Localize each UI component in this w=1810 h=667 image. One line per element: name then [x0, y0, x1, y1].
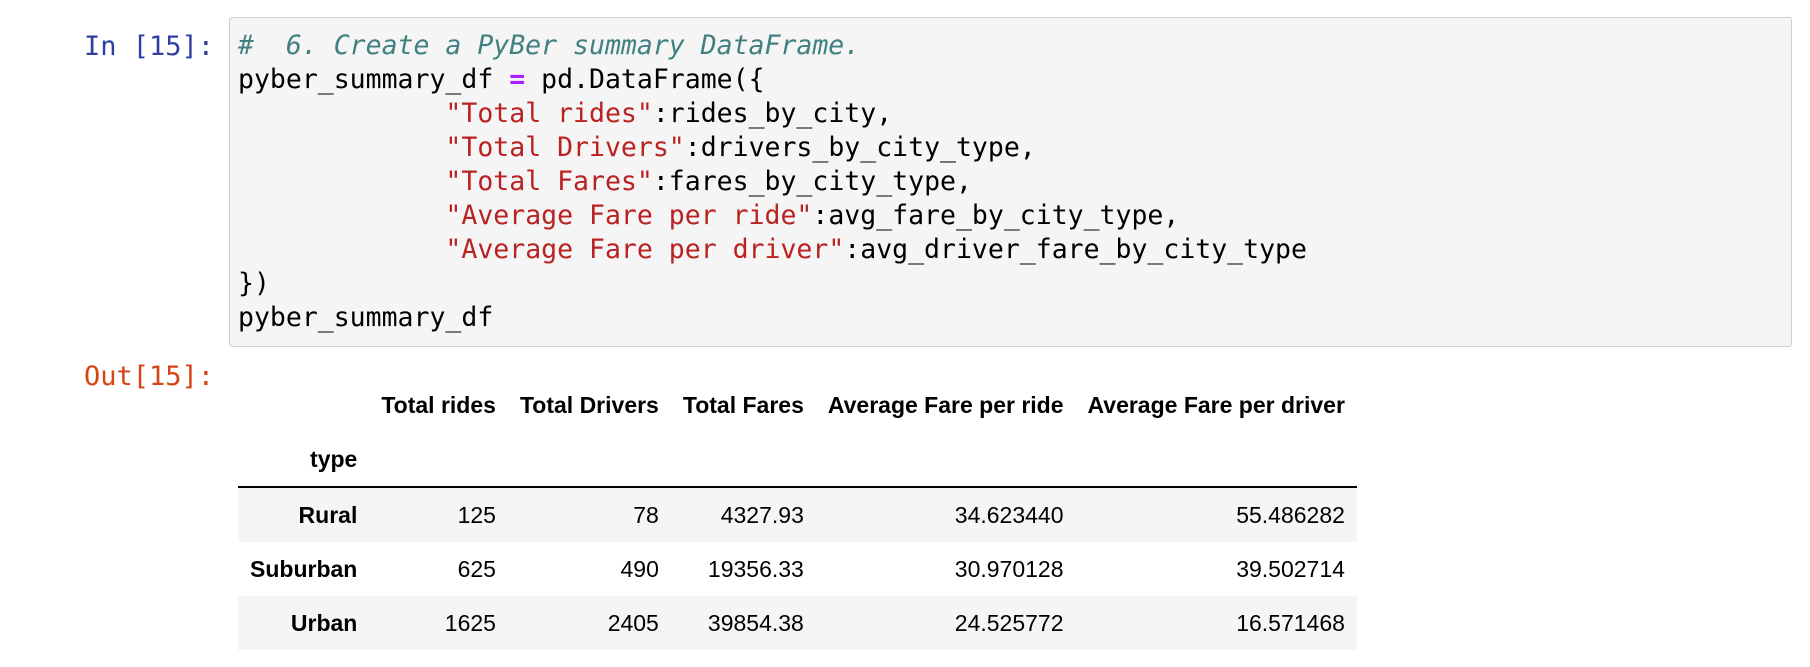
code-line-assign: pyber_summary_df = pd.DataFrame({ [238, 63, 1307, 97]
code-expression: pyber_summary_df [238, 302, 494, 333]
table-row: Rural 125 78 4327.93 34.623440 55.486282 [238, 487, 1357, 542]
table-row: Suburban 625 490 19356.33 30.970128 39.5… [238, 542, 1357, 596]
code-line-comment: # 6. Create a PyBer summary DataFrame. [238, 29, 1307, 63]
code-value: :fares_by_city_type, [652, 166, 972, 197]
code-line-close: }) [238, 267, 1307, 301]
code-indent [238, 98, 445, 129]
table-cell: 39854.38 [707, 609, 804, 636]
code-block: # 6. Create a PyBer summary DataFrame. py… [238, 29, 1307, 335]
table-cell: 1625 [444, 609, 496, 636]
dataframe-table: Total rides Total Drivers Total Fares Av… [238, 378, 1357, 650]
output-area: Total rides Total Drivers Total Fares Av… [238, 378, 1357, 650]
code-comment: # 6. Create a PyBer summary DataFrame. [238, 30, 861, 61]
output-prompt: Out[15]: [83, 361, 214, 392]
table-cell: 19356.33 [707, 555, 804, 582]
table-cell: 4327.93 [720, 501, 804, 528]
code-value: :rides_by_city, [652, 98, 893, 129]
code-variable: pyber_summary_df [238, 64, 510, 95]
column-header: Average Fare per ride [827, 391, 1064, 418]
table-cell: 16.571468 [1236, 609, 1345, 636]
table-cell: 2405 [607, 609, 659, 636]
table-cell: 625 [457, 555, 496, 582]
table-cell: 30.970128 [954, 555, 1064, 582]
column-header: Total Drivers [519, 391, 659, 418]
code-indent [238, 132, 445, 163]
code-editor[interactable]: # 6. Create a PyBer summary DataFrame. py… [229, 17, 1792, 347]
code-string: "Total rides" [445, 98, 653, 129]
column-header: Average Fare per driver [1087, 391, 1345, 418]
code-value: :drivers_by_city_type, [684, 132, 1036, 163]
code-string: "Average Fare per ride" [445, 200, 813, 231]
table-cell: 55.486282 [1236, 501, 1345, 528]
code-line-entry: "Average Fare per ride":avg_fare_by_city… [238, 199, 1307, 233]
code-indent [238, 234, 445, 265]
code-line-entry: "Total rides":rides_by_city, [238, 97, 1307, 131]
code-value: :avg_driver_fare_by_city_type [844, 234, 1307, 265]
column-header: Total Fares [682, 391, 804, 418]
code-call: pd.DataFrame({ [525, 64, 765, 95]
table-cell: 34.623440 [954, 501, 1064, 528]
row-index: Urban [290, 609, 358, 636]
table-cell: 490 [620, 555, 659, 582]
code-line-entry: "Total Drivers":drivers_by_city_type, [238, 131, 1307, 165]
code-string: "Average Fare per driver" [445, 234, 845, 265]
column-header: Total rides [381, 391, 496, 418]
corner-header [238, 378, 369, 432]
code-operator: = [509, 64, 526, 95]
input-prompt: In [15]: [83, 31, 214, 62]
table-cell: 125 [457, 501, 496, 528]
code-close: }) [238, 268, 270, 299]
code-string: "Total Fares" [445, 166, 653, 197]
table-row: Urban 1625 2405 39854.38 24.525772 16.57… [238, 596, 1357, 650]
index-name-header: type [310, 445, 358, 472]
table-cell: 78 [633, 501, 659, 528]
code-line-last: pyber_summary_df [238, 301, 1307, 335]
code-line-entry: "Average Fare per driver":avg_driver_far… [238, 233, 1307, 267]
table-cell: 24.525772 [954, 609, 1064, 636]
code-indent [238, 166, 445, 197]
index-name-row: type [238, 432, 1357, 487]
code-line-entry: "Total Fares":fares_by_city_type, [238, 165, 1307, 199]
row-index: Rural [298, 501, 358, 528]
column-header-row: Total rides Total Drivers Total Fares Av… [238, 378, 1357, 432]
code-indent [238, 200, 445, 231]
code-value: :avg_fare_by_city_type, [812, 200, 1180, 231]
row-index: Suburban [250, 555, 358, 582]
table-cell: 39.502714 [1236, 555, 1345, 582]
code-string: "Total Drivers" [445, 132, 685, 163]
